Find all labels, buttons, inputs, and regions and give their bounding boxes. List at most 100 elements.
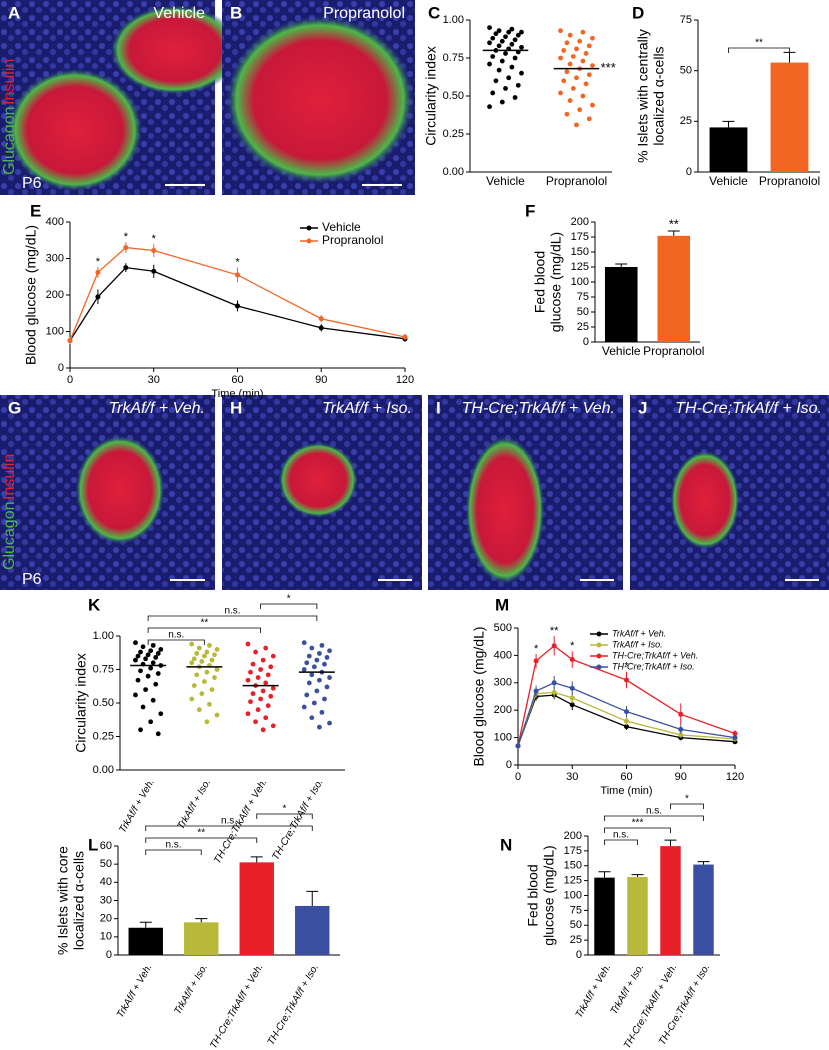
point [253,719,258,725]
point [327,720,332,726]
point [558,55,563,61]
y-tick-label: 200 [46,289,64,301]
point [561,48,567,53]
y-axis-label: % Islets with centrally [635,29,651,163]
bracket-label: ** [200,618,208,629]
point [268,693,274,699]
y-tick-label: 150 [571,246,589,258]
point [577,38,583,44]
point [586,72,592,78]
point [253,649,258,655]
point [194,651,200,656]
point [235,303,240,309]
point [569,702,575,708]
point [564,40,570,46]
significance: * [534,643,539,655]
point [135,653,141,659]
bracket-label: * [283,804,287,815]
point [512,37,518,43]
y-axis-label: Circularity index [73,653,89,753]
y-tick-label: 0.00 [93,764,114,776]
x-tick-label: Propranolol [759,174,820,188]
y-tick-label: 50 [680,65,692,77]
y-tick-label: 200 [494,704,512,716]
significance: * [124,231,129,243]
bracket [147,615,318,621]
bracket [256,813,313,819]
point [145,673,151,679]
error-bar [667,230,680,236]
y-tick-label: 0 [506,759,512,771]
bar [239,862,274,955]
point [317,677,322,683]
point [214,712,220,718]
point [140,704,146,710]
y-tick-label: 0.75 [93,663,114,675]
point [67,338,73,344]
y-tick-label: 40 [100,876,112,888]
y-tick-label: 0.00 [443,166,464,178]
error-bar [598,871,611,878]
point [496,43,502,49]
point [309,715,315,721]
significance: * [152,233,157,245]
y-tick-label: 25 [577,321,589,333]
point [255,707,261,713]
y-tick-label: 25 [570,934,582,946]
point [515,743,521,749]
point [123,265,129,271]
point [260,657,266,663]
error-bar [631,874,644,878]
x-tick-label: 90 [315,374,327,386]
y-tick-label: 400 [494,649,512,661]
point [150,642,156,648]
point [268,664,274,670]
y-tick-label: 400 [46,216,64,228]
y-tick-label: 0 [583,336,589,348]
x-tick-label: TrkAf/f + Iso. [176,777,214,831]
y-tick-label: 125 [571,261,589,273]
point [499,99,505,105]
islet [465,435,545,585]
point [212,675,217,680]
point [138,649,143,655]
point [509,64,515,70]
panel-label: TH-Cre;TrkAf/f + Iso. [675,400,822,417]
x-tick-label: Propranolol [546,174,607,188]
point [624,677,629,683]
panel-g: G TrkAf/f + Veh. Insulin Glucagon P6 [0,395,215,590]
panel-a: A Vehicle Insulin Glucagon P6 [0,0,240,195]
significance: * [570,640,575,652]
point [189,660,195,666]
y-tick-label: 25 [680,115,692,127]
bar [128,927,163,955]
point [567,32,573,38]
bracket-label: n.s. [165,840,181,851]
point [143,687,148,692]
point [207,642,212,648]
x-tick-label: TrkAf/f + Veh. [115,962,155,1020]
point [678,726,684,732]
point [260,688,266,694]
point [201,679,207,684]
error-bar [195,918,208,923]
y-axis-label: % Islets with core [55,846,71,955]
point [487,25,492,30]
point [512,95,518,100]
bracket [145,837,258,843]
y-tick-label: 200 [564,830,582,842]
panel-letter: E [30,201,41,220]
x-tick-label: 60 [231,374,243,386]
x-axis-label: Time (min) [600,785,652,797]
point [506,75,512,81]
age-label: P6 [22,571,42,588]
point [324,684,330,690]
point [270,653,276,659]
point [265,672,271,678]
point [561,78,567,84]
point [551,643,557,649]
point [590,63,595,68]
y-axis-label: glucose (mg/dL) [548,232,564,332]
point [248,699,253,705]
significance: ** [669,216,679,231]
